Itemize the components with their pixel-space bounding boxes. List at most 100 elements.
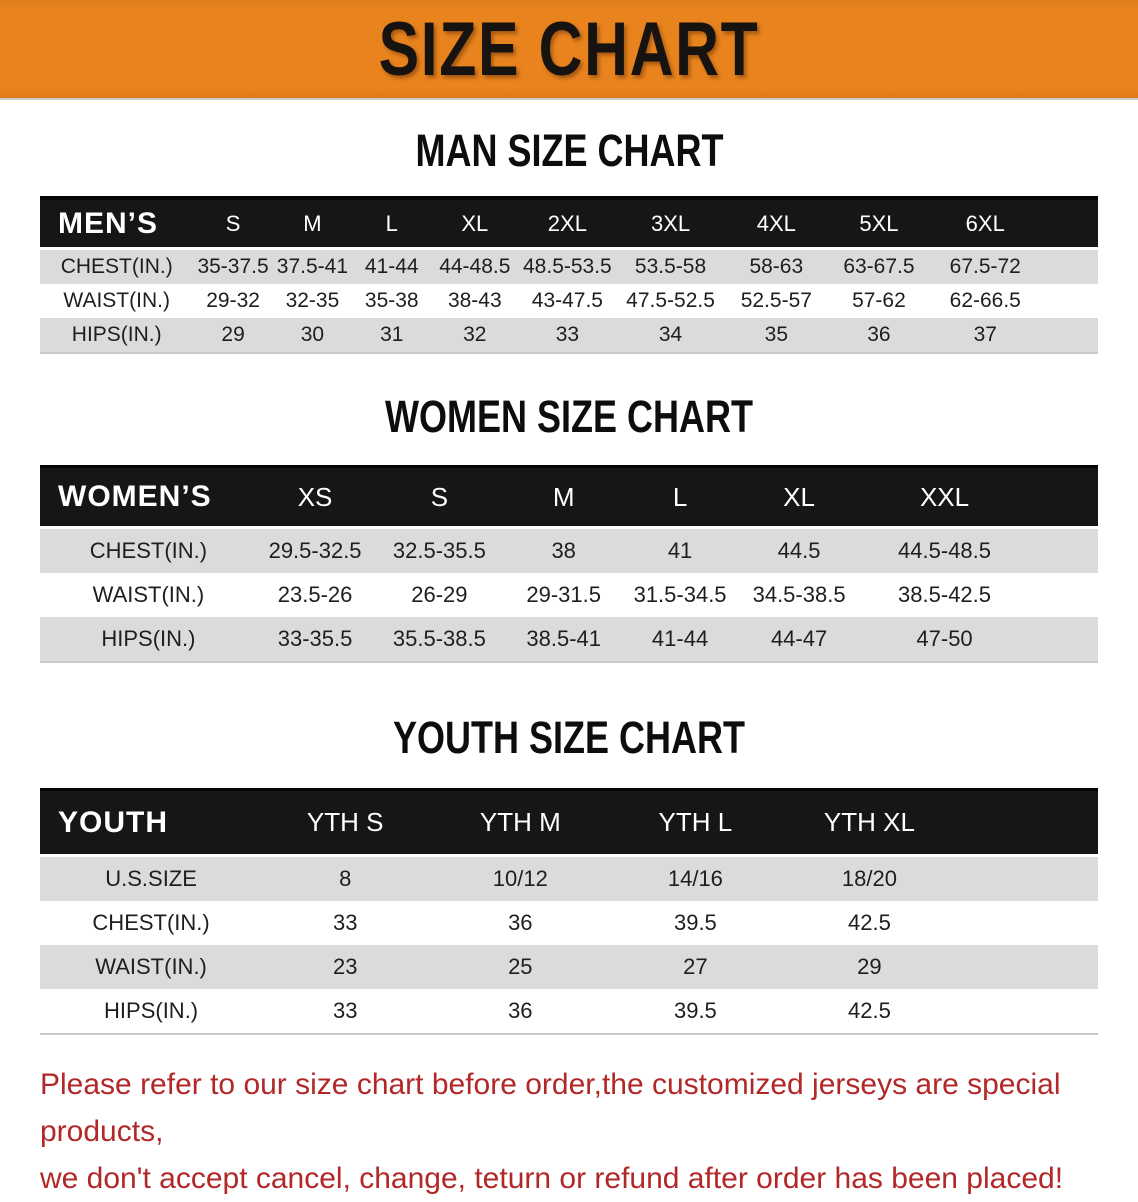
table-title-cell: MEN’S — [40, 196, 194, 250]
youth-size-table: YOUTH YTH S YTH M YTH L YTH XL U.S.SIZE 8 10/12… — [40, 788, 1098, 1035]
column-header: YTH S — [262, 788, 429, 857]
filler-cell — [1040, 196, 1098, 250]
youth-section-heading: YOUTH SIZE CHART — [0, 713, 1138, 763]
men-size-table: MEN’S S M L XL 2XL 3XL 4XL 5XL 6XL CHEST(IN.) 35-37… — [40, 196, 1098, 354]
size-value-cell: 44-47 — [770, 626, 828, 651]
size-value-cell: 38.5-41 — [526, 626, 601, 651]
size-value-cell: 29-31.5 — [526, 582, 601, 607]
size-value-cell: 32.5-35.5 — [392, 538, 486, 563]
filler-cell — [1029, 465, 1098, 529]
column-header: 4XL — [724, 196, 829, 250]
size-value-cell: 47-50 — [916, 626, 973, 651]
table-header-row: YOUTH YTH S YTH M YTH L YTH XL — [40, 788, 1098, 857]
filler-cell — [1029, 617, 1098, 662]
size-value-cell: 67.5-72 — [949, 255, 1021, 278]
size-value-cell: 44.5-48.5 — [898, 538, 992, 563]
size-value-cell: 33-35.5 — [277, 626, 353, 651]
column-header: M — [272, 196, 353, 250]
filler-cell — [1029, 573, 1098, 617]
table-row: CHEST(IN.) 29.5-32.5 32.5-35.5 38 41 44.5 44.5… — [40, 527, 1098, 574]
youth-section-heading-text: YOUTH SIZE CHART — [392, 712, 745, 763]
size-value-cell: 42.5 — [848, 910, 891, 935]
row-label: CHEST(IN.) — [60, 255, 173, 278]
size-value-cell: 41-44 — [651, 626, 709, 651]
size-value-cell: 41 — [667, 538, 693, 563]
row-label: CHEST(IN.) — [89, 538, 208, 563]
size-value-cell: 36 — [867, 323, 891, 346]
size-value-cell: 36 — [508, 998, 533, 1023]
size-value-cell: 57-62 — [852, 289, 906, 312]
size-value-cell: 52.5-57 — [740, 289, 812, 312]
column-header: L — [621, 465, 739, 529]
size-value-cell: 14/16 — [667, 866, 723, 891]
filler-cell — [960, 856, 1098, 902]
size-value-cell: 29 — [221, 323, 245, 346]
size-value-cell: 33 — [332, 910, 358, 935]
filler-cell — [1041, 318, 1098, 353]
size-value-cell: 27 — [683, 954, 708, 979]
table-title-cell: WOMEN’S — [40, 465, 257, 529]
column-header: L — [352, 196, 432, 250]
size-value-cell: 38.5-42.5 — [898, 582, 992, 607]
size-value-cell: 10/12 — [492, 866, 548, 891]
disclaimer-line-1: Please refer to our size chart before or… — [40, 1068, 1061, 1148]
size-value-cell: 30 — [300, 323, 325, 346]
women-section-heading-text: WOMEN SIZE CHART — [384, 391, 753, 442]
table-header-row: WOMEN’S XS S M L XL XXL — [40, 465, 1098, 529]
column-header: XL — [431, 196, 519, 250]
filler-cell — [1041, 249, 1098, 285]
size-value-cell: 33 — [555, 323, 580, 346]
size-value-cell: 35.5-38.5 — [392, 626, 486, 651]
size-value-cell: 31.5-34.5 — [633, 582, 727, 607]
row-label: WAIST(IN.) — [92, 582, 205, 607]
size-value-cell: 23 — [332, 954, 358, 979]
row-label: WAIST(IN.) — [95, 954, 207, 979]
column-header: XL — [738, 465, 860, 529]
size-value-cell: 31 — [380, 323, 404, 346]
row-label: U.S.SIZE — [105, 866, 197, 891]
filler-cell — [1029, 528, 1098, 574]
column-header: S — [373, 465, 506, 529]
size-value-cell: 34.5-38.5 — [752, 582, 846, 607]
youth-size-section: YOUTH SIZE CHART YOUTH YTH S YTH M YTH L YTH… — [0, 713, 1138, 1035]
column-header: S — [193, 196, 273, 250]
size-value-cell: 53.5-58 — [634, 255, 707, 278]
column-header: 3XL — [616, 196, 725, 250]
table-row: WAIST(IN.) 23 25 27 29 — [40, 945, 1098, 989]
size-value-cell: 32-35 — [285, 289, 340, 312]
size-value-cell: 18/20 — [841, 866, 897, 891]
size-value-cell: 58-63 — [749, 255, 804, 278]
size-value-cell: 41-44 — [364, 255, 419, 278]
size-value-cell: 29 — [857, 954, 882, 979]
size-value-cell: 48.5-53.5 — [523, 255, 612, 278]
column-header: YTH XL — [778, 788, 961, 857]
column-header: 2XL — [518, 196, 617, 250]
size-value-cell: 35-37.5 — [197, 255, 269, 278]
size-value-cell: 39.5 — [673, 910, 717, 935]
size-value-cell: 43-47.5 — [531, 289, 603, 312]
table-row: CHEST(IN.) 33 36 39.5 42.5 — [40, 901, 1098, 945]
size-value-cell: 29-32 — [206, 289, 260, 312]
filler-cell — [960, 989, 1098, 1034]
filler-cell — [1041, 284, 1098, 318]
column-header: 5XL — [828, 196, 930, 250]
size-value-cell: 32 — [463, 323, 487, 346]
column-header: XS — [256, 465, 374, 529]
row-label: CHEST(IN.) — [92, 910, 210, 935]
size-value-cell: 25 — [508, 954, 533, 979]
size-value-cell: 47.5-52.5 — [626, 289, 715, 312]
size-value-cell: 38-43 — [447, 289, 502, 312]
table-title-cell: YOUTH — [40, 788, 263, 857]
filler-cell — [960, 901, 1098, 945]
men-section-heading-text: MAN SIZE CHART — [414, 125, 723, 176]
row-label: HIPS(IN.) — [104, 998, 199, 1023]
row-label: HIPS(IN.) — [71, 323, 162, 346]
banner-title: SIZE CHART — [378, 6, 760, 92]
size-value-cell: 44-48.5 — [439, 255, 511, 278]
men-size-section: MAN SIZE CHART MEN’S S M L XL 2XL 3XL 4XL 5XL 6XL… — [0, 126, 1138, 354]
size-value-cell: 36 — [508, 910, 533, 935]
size-value-cell: 39.5 — [673, 998, 717, 1023]
size-value-cell: 34 — [658, 323, 683, 346]
size-chart-banner: SIZE CHART — [0, 0, 1138, 100]
table-row: U.S.SIZE 8 10/12 14/16 18/20 — [40, 855, 1098, 902]
